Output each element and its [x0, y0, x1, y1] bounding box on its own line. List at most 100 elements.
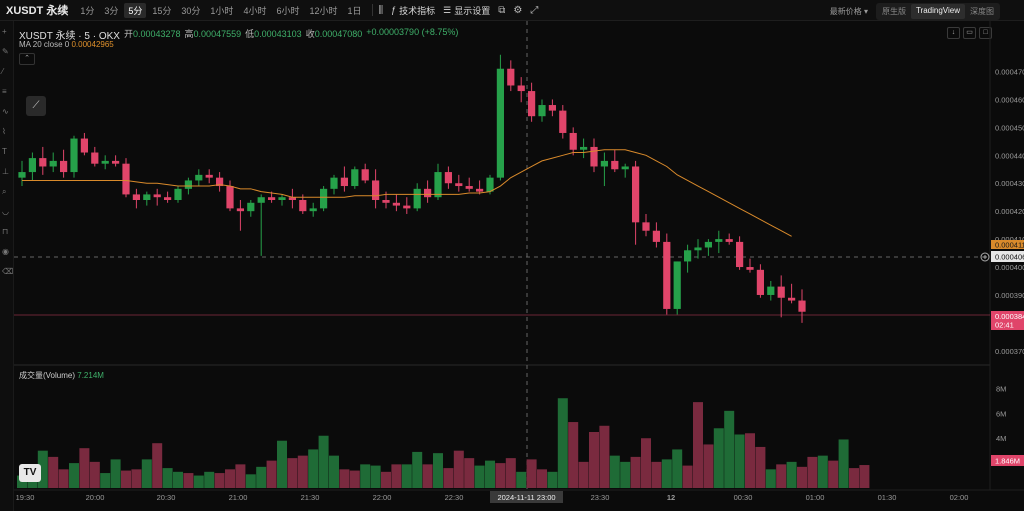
candle-body: [642, 222, 650, 231]
timeframe-5[interactable]: 1小时: [210, 5, 234, 16]
candle-body: [91, 152, 99, 164]
lock-icon[interactable]: ⊓: [2, 227, 9, 236]
volume-bar: [412, 451, 423, 488]
high-label: 高: [184, 29, 194, 39]
display-settings-button[interactable]: ☰ 显示设置: [443, 4, 490, 17]
collapse-legend-button[interactable]: ⌃: [19, 53, 35, 65]
line-tool-icon: ⟋: [32, 100, 40, 111]
measure-icon[interactable]: ⊥: [2, 167, 9, 176]
screenshot-icon[interactable]: ⧉: [498, 4, 506, 16]
time-tick-label: 22:00: [373, 493, 392, 502]
volume-bar: [141, 459, 152, 488]
draw-tool-button[interactable]: ⟋: [26, 96, 46, 116]
ohlc-legend: XUSDT 永续 · 5 · OKX 开0.00043278 高0.000475…: [19, 27, 458, 42]
candle-style-icon[interactable]: ⫼: [378, 4, 384, 16]
volume-bar: [162, 468, 173, 488]
candle-body: [320, 188, 328, 209]
zoom-icon[interactable]: ⌕: [2, 187, 7, 196]
add-alert-icon: [980, 252, 990, 262]
candle-body: [184, 180, 192, 189]
candle-body: [413, 188, 421, 209]
candle-body: [70, 138, 78, 173]
change-value: +0.00003790 (+8.75%): [366, 27, 459, 37]
timeframe-7[interactable]: 6小时: [276, 5, 300, 16]
volume-bar: [152, 443, 163, 488]
volume-bar: [755, 446, 766, 488]
expand-icon[interactable]: ▭: [963, 27, 976, 39]
symbol-title[interactable]: XUSDT 永续: [6, 5, 69, 17]
crosshair-icon[interactable]: +: [2, 27, 7, 36]
volume-bar: [79, 448, 90, 488]
candle-body: [122, 163, 130, 195]
timeframe-6[interactable]: 4小时: [243, 5, 267, 16]
candle-body: [382, 200, 390, 203]
magnet-icon[interactable]: ◡: [2, 207, 9, 216]
view-tab-0[interactable]: 原生版: [881, 7, 906, 16]
volume-bar: [557, 398, 568, 488]
candle-body: [153, 194, 161, 198]
price-type-dropdown[interactable]: 最新价格 ▾: [830, 6, 868, 17]
crosshair-price-label: 0.000406: [995, 253, 1024, 262]
volume-bar: [516, 471, 527, 488]
candle-body: [746, 267, 754, 270]
arrow-down-icon[interactable]: ↓: [947, 27, 960, 39]
candle-body: [444, 172, 452, 184]
volume-bar: [526, 459, 537, 488]
low-value: 0.00043103: [254, 29, 302, 39]
volume-bar: [786, 461, 797, 488]
ma-label: MA 20 close 0: [19, 40, 70, 49]
pencil-icon[interactable]: ✎: [2, 47, 9, 56]
fullscreen-icon[interactable]: ⤢: [530, 4, 539, 16]
timeframe-0[interactable]: 1分: [80, 5, 95, 16]
view-tab-2[interactable]: 深度图: [970, 7, 994, 16]
timeframe-2[interactable]: 5分: [124, 2, 147, 18]
candle-body: [528, 91, 536, 117]
fib-icon[interactable]: ≡: [2, 87, 7, 96]
volume-bar: [256, 466, 267, 488]
top-right-controls: 最新价格 ▾ 原生版 TradingView 深度图: [830, 3, 1000, 20]
candle-body: [288, 197, 296, 200]
volume-bar: [693, 402, 703, 488]
trend-line-icon[interactable]: ⁄: [2, 67, 4, 76]
candle-body: [725, 239, 733, 242]
candle-body: [652, 230, 660, 242]
text-icon[interactable]: T: [2, 147, 7, 156]
candle-body: [704, 241, 712, 248]
indicators-button[interactable]: ƒ 技术指标: [391, 4, 435, 17]
candle-body: [580, 146, 588, 150]
maximize-icon[interactable]: □: [979, 27, 992, 39]
volume-bar: [724, 410, 735, 488]
price-tick-label: 0.000430: [995, 179, 1024, 188]
volume-bar: [661, 459, 672, 488]
timeframe-1[interactable]: 3分: [104, 5, 119, 16]
volume-bar: [100, 473, 111, 488]
timeframe-8[interactable]: 12小时: [309, 5, 338, 16]
high-value: 0.00047559: [193, 29, 242, 39]
candle-body: [195, 174, 203, 181]
candle-body: [517, 85, 525, 92]
eye-icon[interactable]: ◉: [2, 247, 9, 256]
timeframe-3[interactable]: 15分: [152, 5, 172, 16]
brush-icon[interactable]: ⌇: [2, 127, 6, 136]
ma-legend[interactable]: MA 20 close 0 0.00042965: [19, 40, 114, 49]
candle-body: [330, 177, 338, 189]
price-tick-label: 0.000450: [995, 123, 1024, 132]
candle-body: [361, 169, 369, 181]
view-tab-1[interactable]: TradingView: [910, 4, 965, 19]
volume-bar: [568, 422, 579, 488]
volume-bar: [495, 463, 506, 488]
display-settings-label: 显示设置: [454, 5, 491, 16]
price-tick-label: 0.000390: [995, 291, 1024, 300]
volume-bar: [599, 425, 610, 488]
volume-bar: [48, 456, 59, 488]
volume-bar: [641, 438, 651, 488]
candle-body: [340, 177, 348, 187]
volume-bar: [401, 464, 412, 488]
pattern-icon[interactable]: ∿: [2, 107, 9, 116]
trash-icon[interactable]: ⌫: [2, 267, 14, 276]
timeframe-9[interactable]: 1日: [347, 5, 362, 16]
volume-bar: [765, 469, 776, 488]
timeframe-4[interactable]: 30分: [181, 5, 201, 16]
gear-icon[interactable]: ⚙: [513, 4, 523, 16]
